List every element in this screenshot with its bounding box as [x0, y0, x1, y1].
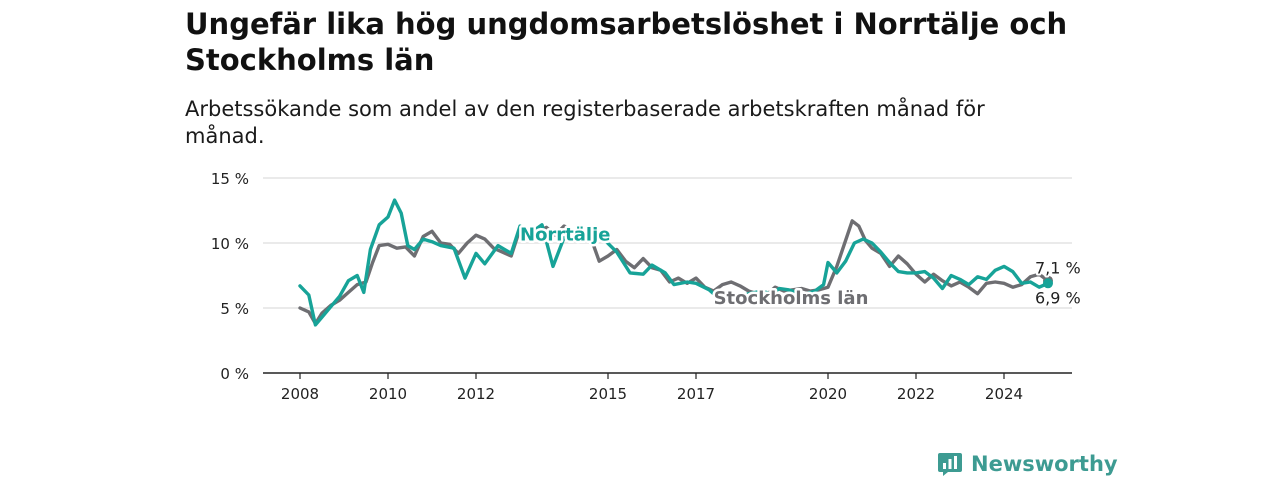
series-line-norrt-lje — [298, 198, 1050, 327]
y-tick-label: 10 % — [211, 235, 249, 253]
x-tick-label: 2022 — [897, 385, 935, 403]
x-tick-label: 2010 — [369, 385, 407, 403]
newsworthy-logo: Newsworthy — [937, 449, 1118, 479]
series-lines — [298, 198, 1053, 327]
chart-title: Ungefär lika hög ungdomsarbetslöshet i N… — [185, 7, 1068, 77]
x-tick-label: 2008 — [281, 385, 319, 403]
x-tick-label: 2020 — [809, 385, 847, 403]
x-tick-label: 2024 — [985, 385, 1023, 403]
series-labels: 7,1 % 6,9 % Norrtälje Stockholms län — [518, 222, 1083, 312]
line-chart: 0 %5 %10 %15 % 2008 2010 2012 2015 2017 2020 2… — [211, 170, 1083, 403]
brand-name: Newsworthy — [971, 452, 1118, 476]
end-value-label: 6,9 % — [1035, 288, 1081, 307]
y-tick-label: 0 % — [220, 365, 249, 383]
x-tick-label: 2017 — [677, 385, 715, 403]
x-tick-label: 2015 — [589, 385, 627, 403]
y-axis-ticks: 0 % 5 % 10 % 15 % — [211, 170, 249, 383]
y-tick-label: 15 % — [211, 170, 249, 188]
x-tick-label: 2012 — [457, 385, 495, 403]
end-point-norrt-lje — [1043, 278, 1053, 289]
x-axis-ticks: 2008 2010 2012 2015 2017 2020 2022 2024 — [281, 373, 1023, 403]
end-value-label: 7,1 % — [1035, 259, 1081, 278]
y-tick-label: 5 % — [220, 300, 249, 318]
newsworthy-logo-icon — [938, 453, 962, 476]
series-label: Norrtälje — [520, 224, 610, 245]
chart-subtitle: Arbetssökande som andel av den registerb… — [185, 97, 985, 148]
gridlines — [263, 177, 1072, 374]
series-label: Stockholms län — [714, 288, 869, 309]
